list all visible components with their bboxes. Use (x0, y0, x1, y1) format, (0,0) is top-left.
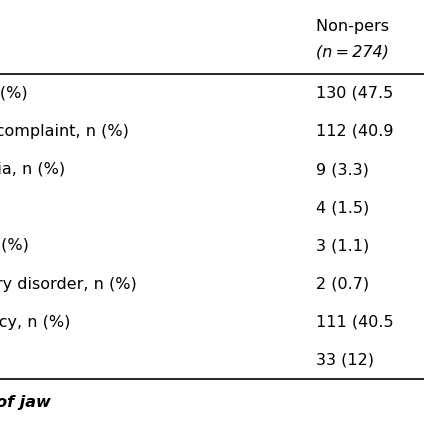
Text: teracy, n (%): teracy, n (%) (0, 315, 70, 330)
Text: 112 (40.9: 112 (40.9 (316, 124, 396, 139)
Text: y, n (%): y, n (%) (0, 238, 29, 254)
Text: onary disorder, n (%): onary disorder, n (%) (0, 276, 137, 292)
Text: Non-pers: Non-pers (316, 19, 392, 34)
Text: ralgia, n (%): ralgia, n (%) (0, 162, 65, 177)
Text: 2 (0.7): 2 (0.7) (316, 276, 369, 292)
Text: sis of jaw: sis of jaw (0, 395, 51, 410)
Text: 130 (47.5: 130 (47.5 (316, 86, 396, 101)
Text: (n = 274): (n = 274) (316, 45, 389, 59)
Text: 3 (1.1): 3 (1.1) (316, 238, 369, 254)
Text: nal complaint, n (%): nal complaint, n (%) (0, 124, 129, 139)
Text: 33 (12): 33 (12) (316, 353, 374, 368)
Text: 111 (40.5: 111 (40.5 (316, 315, 397, 330)
Text: s, n (%): s, n (%) (0, 86, 28, 101)
Text: 4 (1.5): 4 (1.5) (316, 200, 369, 215)
Text: 9 (3.3): 9 (3.3) (316, 162, 369, 177)
